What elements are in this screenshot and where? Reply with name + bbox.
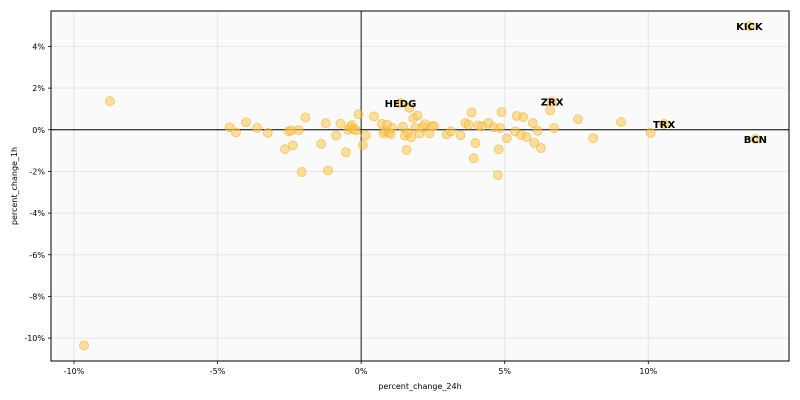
data-point [501,133,512,144]
data-point [529,137,540,148]
data-point [104,96,115,107]
plot-frame [50,10,790,362]
data-point [495,123,506,133]
data-point [750,134,761,144]
data-point [401,145,412,155]
data-point [360,130,371,141]
point-label-hedg: HEDG [385,99,417,110]
data-point [659,119,669,129]
x-tick-label: -5% [210,367,226,376]
data-point [406,132,416,143]
data-point [353,109,364,120]
data-point [79,340,89,351]
data-point [518,112,529,122]
point-labels: HEDG ZRX TRX KICK BCN [385,22,767,146]
y-tick-label: 0% [32,126,45,135]
data-point [463,119,474,130]
data-point [231,127,241,138]
data-point [535,143,546,153]
data-point [316,139,327,149]
data-point [468,153,479,164]
x-tick-label: 5% [498,367,511,376]
x-tick-label: 0% [355,367,368,376]
data-point [300,112,311,123]
x-tick-label: 10% [639,367,657,376]
y-tick-label: 2% [32,84,45,93]
data-point [645,127,656,138]
point-label-zrx: ZRX [541,98,564,109]
data-point [616,117,626,127]
x-axis-title: percent_change_24h [378,382,461,391]
data-point [280,144,290,155]
point-label-kick: KICK [736,22,764,33]
data-point [493,144,504,155]
data-point [527,118,538,128]
y-tick-label: 4% [32,42,45,51]
data-point [357,140,368,151]
gridlines [51,11,789,361]
data-point [532,125,543,136]
data-point [412,110,423,121]
data-point [588,133,599,144]
y-tick-label: -4% [29,209,45,218]
data-point [744,21,755,32]
data-point [521,132,532,142]
point-label-trx: TRX [653,120,676,131]
data-point [341,147,351,158]
data-point [470,138,481,148]
axis-ticks: -10% -5% 0% 5% 10% 4% 2% 0% -2% -4% -6% -8% -10% [24,42,657,376]
data-point [331,130,342,141]
data-point [262,127,273,138]
data-point [287,140,298,151]
data-point [547,96,557,107]
data-point [323,165,334,176]
point-label-bcn: BCN [744,135,767,146]
data-point [241,117,251,128]
data-point [351,125,361,136]
data-point [404,102,415,113]
data-point [320,118,331,128]
data-point [335,118,346,129]
data-point [445,126,456,137]
data-point [496,107,507,117]
data-point [492,170,503,181]
data-point [293,125,304,136]
y-axis-title: percent_change_1h [10,147,19,225]
y-tick-label: -10% [24,334,45,343]
data-point [387,122,398,133]
data-point [252,122,263,133]
data-point [224,122,235,133]
data-point [429,121,439,132]
data-point [455,130,466,141]
data-point [296,167,307,177]
data-point [369,111,379,122]
y-tick-label: -6% [29,251,45,260]
x-tick-label: -10% [64,367,85,376]
data-points [79,21,761,351]
data-point [549,123,560,133]
y-tick-label: -8% [29,292,45,301]
plot-area [51,11,789,361]
y-tick-label: -2% [29,167,45,176]
data-point [573,114,583,125]
data-point [395,98,406,108]
data-point [466,107,477,118]
